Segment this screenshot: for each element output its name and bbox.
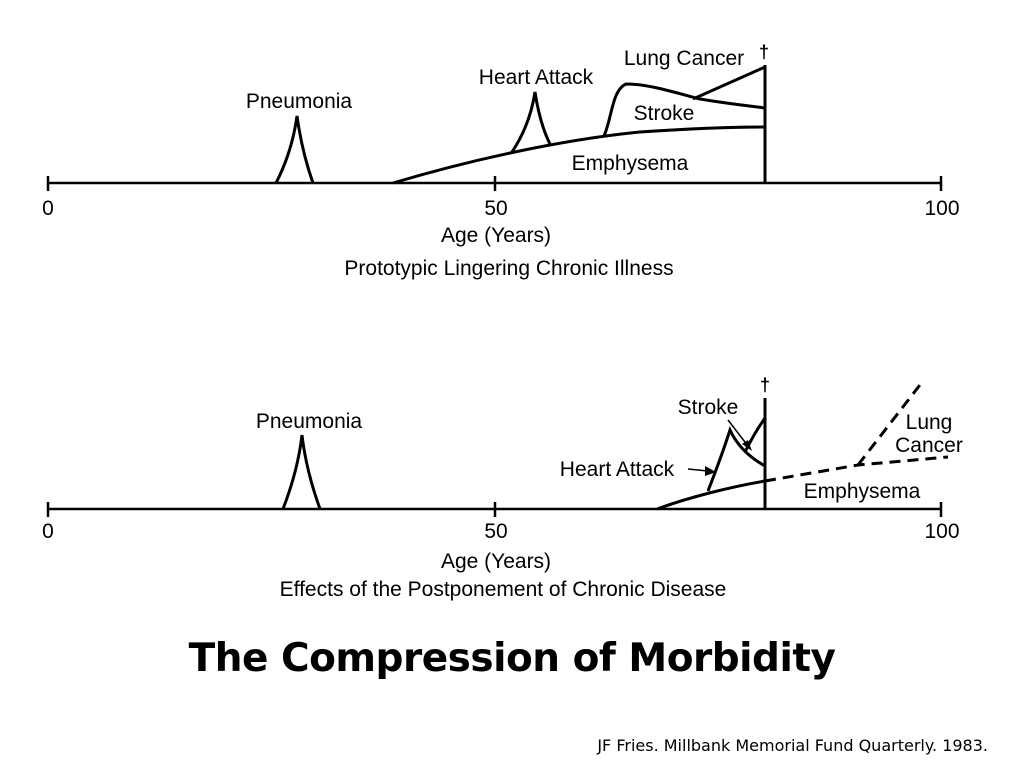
bottom-tick-label-100: 100 [924,520,959,543]
bottom-heart-attack-label: Heart Attack [560,458,675,481]
top-axis-label: Age (Years) [441,224,551,247]
bottom-heart-attack-pointer [687,468,709,472]
bottom-cancer-label: Cancer [895,434,963,457]
top-tick-label-50: 50 [484,197,507,220]
bottom-stroke-label: Stroke [678,396,739,419]
bottom-stroke-pointer [727,419,749,447]
top-tick-label-100: 100 [924,197,959,220]
top-heart-attack-spike [510,91,553,153]
top-emphysema-curve [392,125,766,185]
slide-title: The Compression of Morbidity [188,636,836,681]
bottom-panel-caption: Effects of the Postponement of Chronic D… [280,578,727,601]
citation: JF Fries. Millbank Memorial Fund Quarter… [597,736,988,755]
top-tick-label-0: 0 [42,197,54,220]
bottom-axis-label: Age (Years) [441,550,551,573]
bottom-pneumonia-label: Pneumonia [256,410,363,433]
top-pneumonia-spike [274,115,315,184]
top-stroke-curve [602,82,766,137]
top-stroke-label: Stroke [634,102,695,125]
bottom-stroke-curve [743,417,767,453]
top-heart-attack-label: Heart Attack [479,66,594,89]
top-panel: 0 50 100 Age (Years) Prototypic Lingerin… [42,42,959,280]
top-death-marker: † [759,42,769,62]
bottom-death-marker: † [760,375,770,395]
bottom-lung-label: Lung [906,411,953,434]
bottom-emphysema-dashed [764,455,949,483]
bottom-stroke-pointer-head [742,440,752,451]
top-panel-caption: Prototypic Lingering Chronic Illness [344,257,673,280]
bottom-heart-attack-pointer-head [705,466,716,476]
bottom-tick-label-50: 50 [484,520,507,543]
top-lung-cancer-line [692,65,766,101]
bottom-emphysema-curve [656,479,766,511]
bottom-emphysema-label: Emphysema [804,480,921,503]
top-lung-cancer-label: Lung Cancer [624,47,744,70]
top-pneumonia-label: Pneumonia [246,90,353,113]
bottom-panel: 0 50 100 Age (Years) Effects of the Post… [42,375,963,601]
bottom-pneumonia-spike [281,434,322,510]
top-emphysema-label: Emphysema [572,152,689,175]
bottom-tick-label-0: 0 [42,520,54,543]
